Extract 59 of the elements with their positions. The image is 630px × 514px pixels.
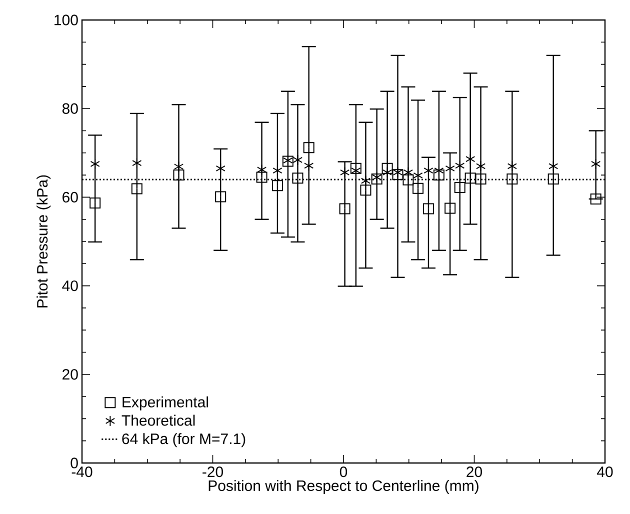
point [422, 203, 434, 214]
point [256, 172, 268, 183]
x-tick-label: -40 [72, 466, 92, 478]
point [216, 162, 226, 174]
point [90, 197, 101, 208]
point [272, 165, 282, 176]
point [382, 166, 392, 178]
point [292, 154, 303, 166]
point [340, 166, 350, 178]
point [454, 182, 466, 193]
y-tick-label: 80 [62, 103, 78, 114]
x-axis-title: Position with Respect to Centerline (mm) [208, 480, 478, 494]
x-tick-label: 0 [340, 466, 348, 478]
y-tick-label: 100 [54, 14, 78, 26]
point [476, 160, 486, 172]
legend-label: Experimental [122, 396, 208, 410]
point [590, 193, 602, 204]
point [90, 158, 100, 170]
point [444, 202, 456, 214]
point [433, 170, 444, 181]
point [591, 158, 601, 170]
point [304, 160, 314, 172]
point [412, 182, 424, 194]
point [351, 165, 361, 176]
y-tick-label: 60 [62, 192, 78, 202]
point [445, 162, 455, 174]
point [303, 142, 314, 154]
point [132, 158, 142, 169]
point [506, 174, 518, 185]
point [548, 174, 559, 185]
point [392, 169, 404, 180]
point [292, 172, 304, 184]
point [215, 191, 226, 202]
y-axis-title: Pitot Pressure (kPa) [36, 175, 51, 308]
point [131, 183, 142, 194]
point [548, 160, 558, 172]
y-tick-label: 40 [62, 280, 78, 292]
point [272, 180, 283, 192]
y-tick-label: 20 [62, 369, 78, 380]
point [507, 160, 517, 172]
point [464, 172, 476, 184]
x-tick-label: -20 [202, 466, 223, 478]
point [455, 160, 465, 172]
point [402, 174, 414, 186]
point [174, 161, 184, 172]
point [382, 162, 393, 174]
point [350, 162, 362, 174]
point [360, 184, 372, 196]
point [339, 203, 350, 214]
point [424, 165, 434, 176]
x-tick-label: 40 [597, 466, 613, 478]
point [465, 154, 476, 165]
x-tick-label: 20 [466, 466, 482, 478]
legend-label: 64 kPa (for M=7.1) [122, 433, 246, 448]
point [173, 170, 184, 181]
point [475, 174, 486, 185]
point [360, 175, 371, 186]
y-tick-label: 0 [70, 458, 78, 468]
legend-label: Theoretical [122, 414, 195, 426]
